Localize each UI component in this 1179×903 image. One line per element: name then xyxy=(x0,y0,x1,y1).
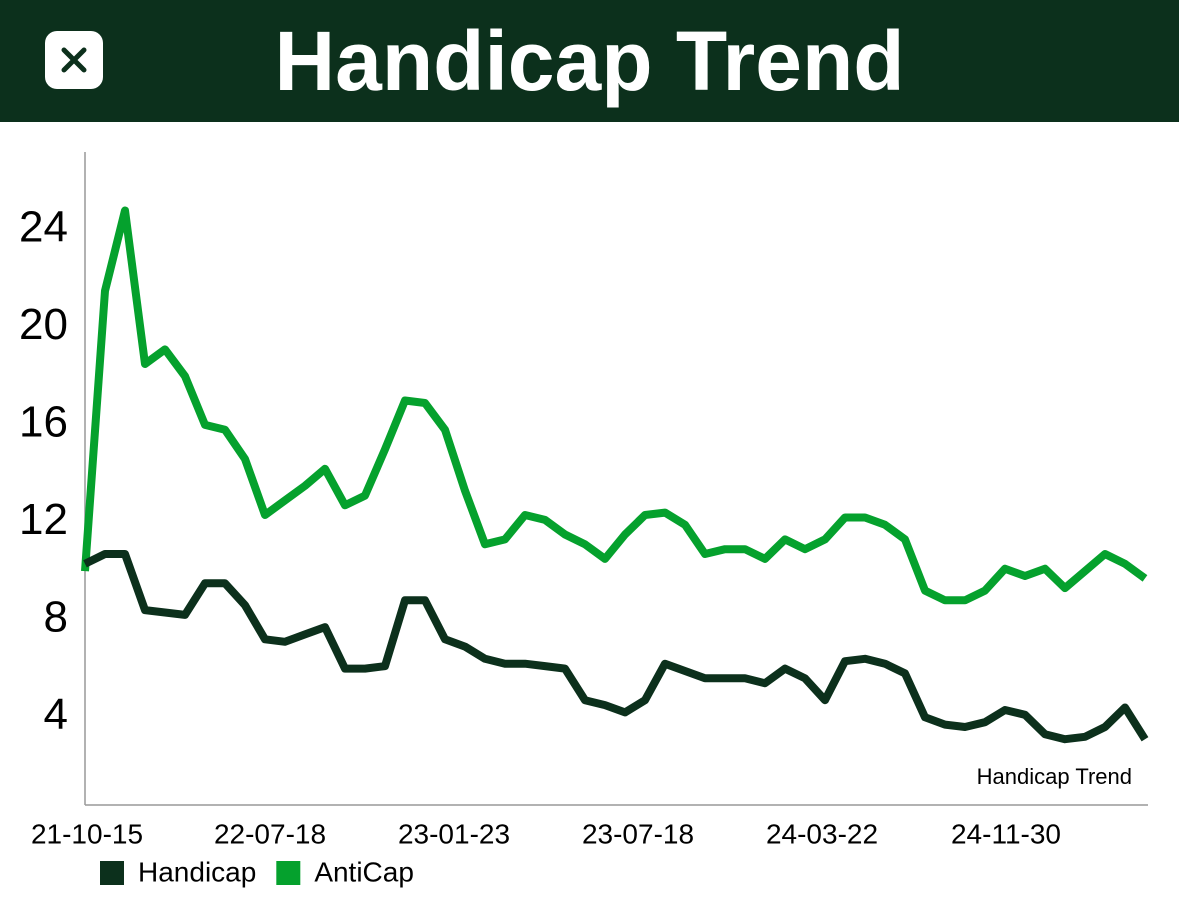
series-line xyxy=(83,550,1149,744)
x-tick-label: 23-01-23 xyxy=(398,818,510,849)
y-tick-label: 20 xyxy=(19,300,68,349)
legend-swatch xyxy=(100,861,124,885)
close-icon xyxy=(61,47,87,73)
legend-label: AntiCap xyxy=(314,856,414,887)
header-bar xyxy=(0,0,1179,122)
x-tick-label: 22-07-18 xyxy=(214,818,326,849)
page-title: Handicap Trend xyxy=(274,14,905,108)
annotation: Handicap Trend xyxy=(977,764,1132,789)
legend-swatch xyxy=(276,861,301,885)
y-tick-label: 12 xyxy=(19,495,68,544)
y-tick-label: 4 xyxy=(44,690,68,739)
x-tick-label: 21-10-15 xyxy=(31,818,143,849)
y-tick-label: 8 xyxy=(44,592,68,641)
close-button[interactable] xyxy=(45,31,103,89)
series-line xyxy=(81,206,1148,605)
y-tick-label: 24 xyxy=(19,203,68,252)
y-tick-label: 16 xyxy=(19,398,68,447)
legend-label: Handicap xyxy=(138,856,256,887)
x-tick-label: 24-11-30 xyxy=(951,818,1061,849)
x-tick-label: 23-07-18 xyxy=(582,818,694,849)
x-tick-label: 24-03-22 xyxy=(766,818,878,849)
